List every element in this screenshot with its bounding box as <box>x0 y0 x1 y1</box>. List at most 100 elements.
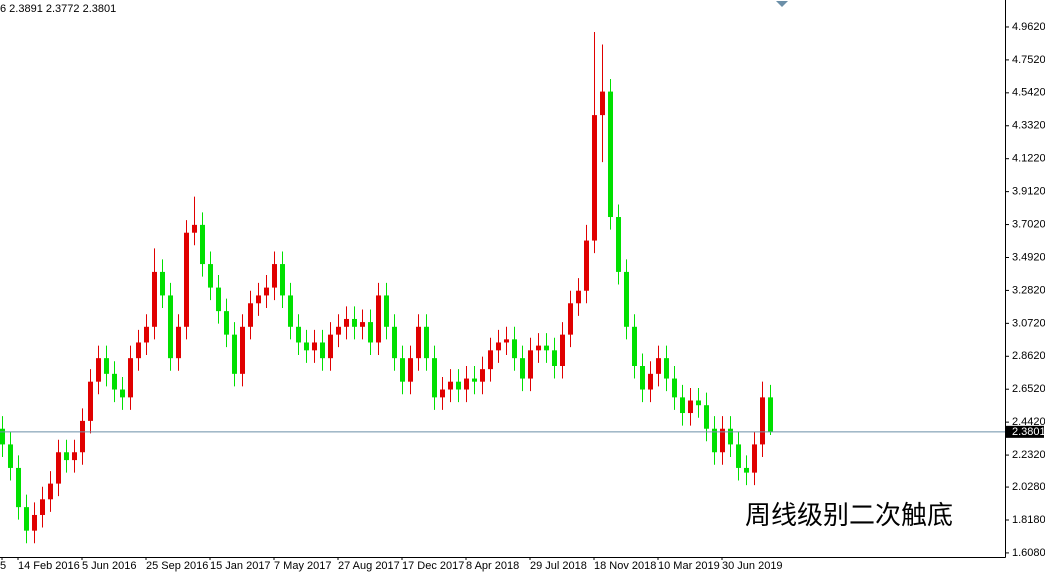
y-tick-label: 2.2320 <box>1012 449 1045 461</box>
candle-body <box>256 295 261 304</box>
y-tick-label: 3.7020 <box>1012 218 1045 230</box>
candle-body <box>184 232 189 327</box>
y-tick-label: 3.4920 <box>1012 251 1045 263</box>
candle-body <box>24 507 29 531</box>
candle-body <box>768 397 773 432</box>
candle-body <box>464 378 469 390</box>
candle-body <box>584 240 589 291</box>
candle-body <box>528 350 533 379</box>
candle-body <box>112 373 117 390</box>
candle-body <box>384 295 389 327</box>
candle-body <box>712 428 717 453</box>
candle-body <box>216 287 221 312</box>
y-tick-label: 3.9120 <box>1012 186 1045 198</box>
y-tick-label: 3.2820 <box>1012 284 1045 296</box>
candle-body <box>88 381 93 421</box>
y-tick-label: 4.1220 <box>1012 153 1045 165</box>
candle-body <box>320 342 325 359</box>
candle-body <box>120 389 125 398</box>
candle-body <box>568 303 573 335</box>
candle-body <box>360 322 365 327</box>
candle-body <box>456 381 461 390</box>
candle-body <box>408 358 413 382</box>
candle-body <box>80 420 85 453</box>
candle-body <box>104 358 109 374</box>
candle-body <box>96 358 101 382</box>
candle-body <box>432 358 437 398</box>
candle-body <box>496 342 501 351</box>
candle-body <box>264 287 269 296</box>
candle-body <box>304 342 309 351</box>
candle-body <box>672 378 677 398</box>
y-tick-label: 4.9620 <box>1012 21 1045 33</box>
candle-body <box>640 366 645 390</box>
candle-body <box>424 326 429 359</box>
candle-body <box>328 334 333 359</box>
candle-body <box>472 378 477 382</box>
candle-body <box>728 428 733 445</box>
x-tick-label: 14 Feb 2016 <box>18 560 80 572</box>
last-price-box <box>1006 425 1044 438</box>
candle-body <box>344 318 349 327</box>
x-tick-label: 30 Jun 2019 <box>722 560 783 572</box>
candle-body <box>200 224 205 265</box>
candle-body <box>616 217 621 272</box>
candle-body <box>176 326 181 359</box>
y-tick-label: 4.7520 <box>1012 54 1045 66</box>
candle-body <box>0 428 5 445</box>
candle-body <box>544 345 549 351</box>
candle-body <box>416 326 421 359</box>
candle-body <box>232 334 237 374</box>
candle-body <box>32 514 37 531</box>
candle-body <box>392 326 397 359</box>
annotation: 周线级别二次触底 <box>745 501 953 531</box>
candle-body <box>576 290 581 304</box>
candle-body <box>664 358 669 379</box>
candle-body <box>224 311 229 335</box>
candle-body <box>152 271 157 327</box>
candle-body <box>720 428 725 453</box>
candle-body <box>488 350 493 370</box>
candle-body <box>64 452 69 461</box>
candle-body <box>160 271 165 296</box>
candle-body <box>208 264 213 288</box>
candle-body <box>520 358 525 379</box>
candle-body <box>624 271 629 327</box>
candle-body <box>168 295 173 359</box>
candle-body <box>752 444 757 473</box>
candle-body <box>128 358 133 398</box>
candle-body <box>480 369 485 382</box>
candle-body <box>648 373 653 390</box>
x-tick-label: 25 Sep 2016 <box>146 560 208 572</box>
candle-body <box>136 342 141 359</box>
x-tick-label: 5 <box>0 560 6 572</box>
x-tick-label: 27 Aug 2017 <box>338 560 400 572</box>
x-tick-label: 7 May 2017 <box>274 560 331 572</box>
y-tick-label: 2.8620 <box>1012 350 1045 362</box>
candle-body <box>400 358 405 382</box>
candle-body <box>72 452 77 461</box>
candle-body <box>560 334 565 367</box>
x-tick-label: 17 Dec 2017 <box>402 560 464 572</box>
header-text: 6 2.3891 2.3772 2.3801 <box>0 3 116 15</box>
candle-body <box>512 339 517 359</box>
candle-body <box>504 339 509 343</box>
candle-body <box>600 91 605 116</box>
candle-body <box>744 467 749 473</box>
candle-body <box>704 405 709 429</box>
candle-body <box>16 467 21 508</box>
y-tick-label: 2.0280 <box>1012 481 1045 493</box>
candle-body <box>608 91 613 218</box>
candle-body <box>440 389 445 398</box>
candle-body <box>296 326 301 343</box>
candle-body <box>352 318 357 327</box>
x-tick-label: 5 Jun 2016 <box>82 560 136 572</box>
candle-body <box>56 452 61 484</box>
candle-body <box>192 224 197 233</box>
y-tick-label: 3.0720 <box>1012 317 1045 329</box>
candle-body <box>8 444 13 468</box>
y-tick-label: 1.6080 <box>1012 547 1045 559</box>
y-tick-label: 2.6520 <box>1012 383 1045 395</box>
